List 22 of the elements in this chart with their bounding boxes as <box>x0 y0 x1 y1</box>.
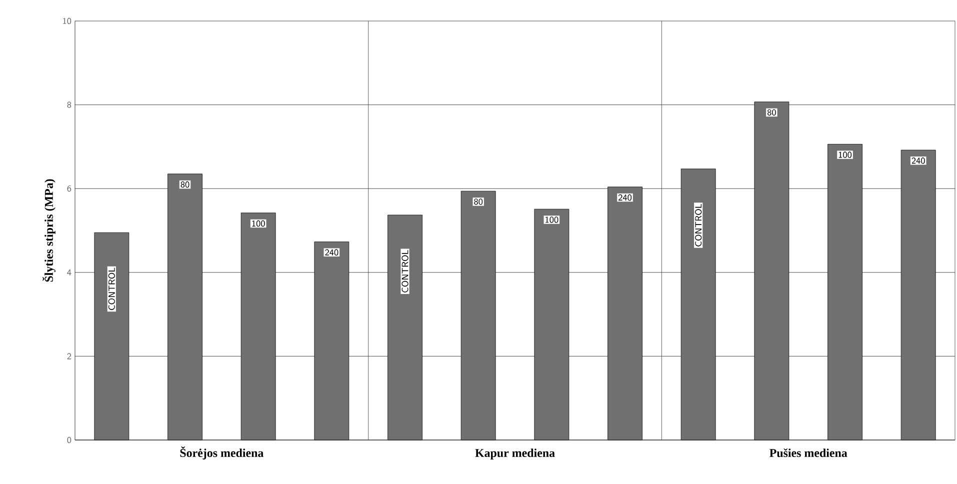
y-axis-title: Šlyties stipris (MPa) <box>42 179 56 282</box>
x-tick-label: 100 <box>546 216 558 223</box>
y-tick-label: 2 <box>67 353 72 360</box>
x-tick-label: 240 <box>912 158 925 164</box>
text: Kapur mediena <box>475 448 555 460</box>
x-tick-label: CONTROL <box>695 204 702 246</box>
text: Šorėjos mediena <box>180 446 264 460</box>
x-tick-label: CONTROL <box>402 250 408 292</box>
x-tick-label: 80 <box>767 109 776 116</box>
y-tick-label: 4 <box>67 269 72 276</box>
x-tick-label: 240 <box>618 194 632 201</box>
y-tick-label: 10 <box>63 18 72 24</box>
y-tick-label: 0 <box>67 436 72 444</box>
text: Pušies mediena <box>770 448 848 458</box>
x-tick-label: 80 <box>180 181 190 188</box>
x-tick-label: 100 <box>252 220 265 227</box>
y-tick-label: 8 <box>67 102 72 108</box>
x-tick-label: 240 <box>325 249 338 256</box>
x-tick-label: 80 <box>474 198 483 205</box>
x-tick-label: 100 <box>838 152 852 158</box>
y-tick-label: 6 <box>67 185 72 192</box>
x-tick-label: CONTROL <box>108 268 115 310</box>
